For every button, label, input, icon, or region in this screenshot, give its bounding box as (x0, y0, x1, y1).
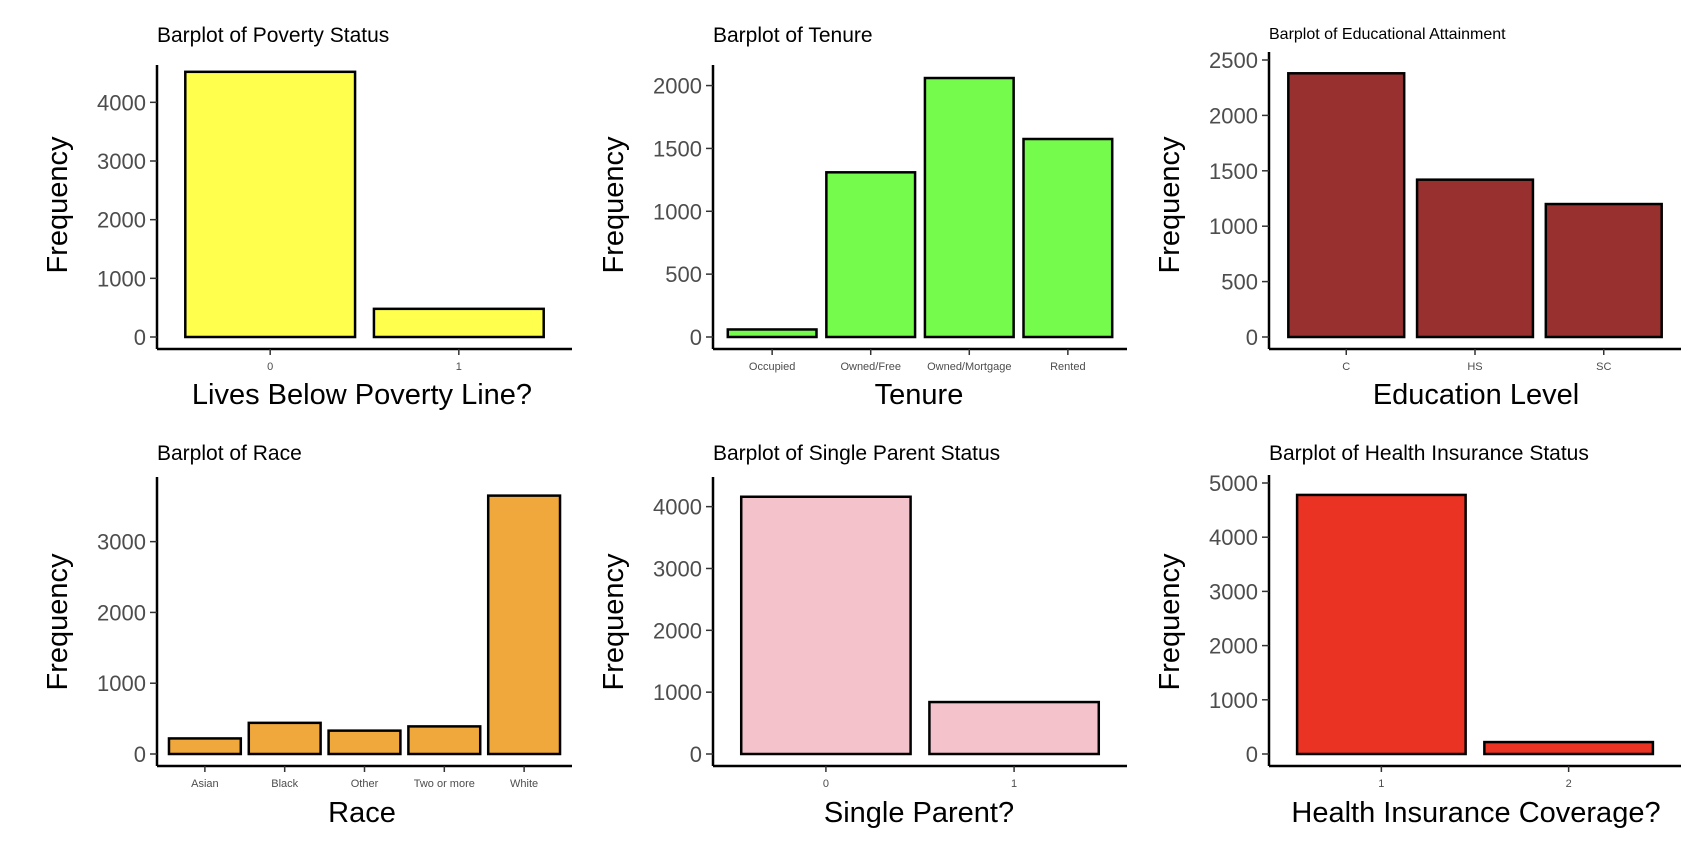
bar (1295, 493, 1467, 756)
chart-race: Barplot of Race 0 1000 2000 3000 Asian Black O… (42, 442, 572, 829)
y-tick-label: 1500 (653, 136, 702, 161)
bar (184, 70, 357, 339)
chart-educational-attainment: Barplot of Educational Attainment 0 500 10… (1154, 26, 1681, 411)
x-axis-label: Tenure (875, 379, 964, 411)
plot-area: 0 500 1000 1500 2000 2500 C HS SC (1209, 48, 1681, 373)
chart-poverty-status: Barplot of Poverty Status 0 1000 2000 3000 4… (42, 24, 572, 411)
x-tick-label: Owned/Mortgage (927, 361, 1011, 373)
plot-area: 0 1000 2000 3000 Asian Black Other Two or more W… (97, 477, 572, 790)
y-tick-label: 0 (1246, 325, 1258, 350)
y-tick-label: 4000 (653, 495, 702, 520)
y-tick-label: 2000 (653, 74, 702, 99)
plot-area: 0 1000 2000 3000 4000 5000 1 2 (1209, 471, 1681, 790)
y-tick-label: 0 (690, 742, 702, 767)
y-tick-label: 1000 (97, 266, 146, 291)
y-tick-label: 2500 (1209, 48, 1258, 73)
x-tick-label: SC (1596, 361, 1611, 373)
y-tick-label: 0 (690, 325, 702, 350)
bar (327, 729, 402, 756)
y-tick-label: 1000 (653, 199, 702, 224)
chart-title: Barplot of Educational Attainment (1269, 26, 1506, 43)
x-tick-label: Occupied (749, 361, 795, 373)
bar (1544, 202, 1663, 339)
chart-title: Barplot of Poverty Status (157, 24, 389, 47)
x-tick-label: Owned/Free (840, 361, 901, 373)
x-tick-label: 0 (823, 778, 829, 790)
bar (407, 725, 482, 756)
y-tick-label: 1000 (97, 671, 146, 696)
y-tick-label: 2000 (97, 208, 146, 233)
y-tick-label: 3000 (97, 530, 146, 555)
x-axis-label: Lives Below Poverty Line? (192, 379, 532, 411)
x-tick-label: Asian (191, 778, 219, 790)
y-tick-label: 0 (134, 742, 146, 767)
bar (1483, 740, 1655, 756)
y-tick-label: 1000 (1209, 214, 1258, 239)
bar (923, 76, 1015, 339)
y-tick-label: 1000 (1209, 688, 1258, 713)
x-tick-label: 1 (1011, 778, 1017, 790)
y-tick-label: 1000 (653, 680, 702, 705)
chart-single-parent-status: Barplot of Single Parent Status 0 1000 200… (598, 442, 1127, 829)
x-tick-label: C (1342, 361, 1350, 373)
bar (486, 494, 562, 756)
y-tick-label: 4000 (97, 90, 146, 115)
chart-title: Barplot of Tenure (713, 24, 873, 47)
y-tick-label: 500 (1221, 270, 1258, 295)
x-axis-label: Race (328, 797, 396, 829)
y-axis-label: Frequency (42, 553, 74, 691)
y-tick-label: 0 (1246, 742, 1258, 767)
bar (825, 171, 917, 339)
x-tick-label: Black (271, 778, 298, 790)
bar (167, 737, 243, 756)
x-tick-label: 0 (267, 361, 273, 373)
bar (1022, 137, 1114, 339)
x-tick-label: 1 (1378, 778, 1384, 790)
y-tick-label: 500 (665, 262, 702, 287)
y-axis-label: Frequency (1154, 553, 1186, 691)
y-tick-label: 5000 (1209, 471, 1258, 496)
plot-area: 0 500 1000 1500 2000 Occupied Owned/Free Owned/… (653, 65, 1127, 373)
chart-health-insurance-status: Barplot of Health Insurance Status 0 1000… (1154, 442, 1681, 829)
x-tick-label: HS (1467, 361, 1482, 373)
y-tick-label: 4000 (1209, 525, 1258, 550)
bar (726, 328, 818, 339)
y-tick-label: 3000 (97, 149, 146, 174)
plot-area: 0 1000 2000 3000 4000 0 1 (97, 65, 572, 373)
y-axis-label: Frequency (42, 136, 74, 274)
bar (1415, 178, 1535, 339)
bar (928, 700, 1101, 756)
x-tick-label: Other (351, 778, 379, 790)
x-tick-label: Two or more (414, 778, 475, 790)
x-tick-label: 2 (1566, 778, 1572, 790)
x-axis-label: Health Insurance Coverage? (1291, 797, 1660, 829)
y-tick-label: 0 (134, 325, 146, 350)
x-tick-label: 1 (456, 361, 462, 373)
x-axis-label: Education Level (1373, 379, 1579, 411)
x-tick-label: Rented (1050, 361, 1085, 373)
y-axis-label: Frequency (598, 553, 630, 691)
chart-title: Barplot of Health Insurance Status (1269, 442, 1589, 465)
y-axis-label: Frequency (598, 136, 630, 274)
chart-title: Barplot of Race (157, 442, 302, 465)
y-tick-label: 3000 (653, 556, 702, 581)
x-axis-label: Single Parent? (824, 797, 1014, 829)
y-tick-label: 3000 (1209, 579, 1258, 604)
y-tick-label: 2000 (653, 618, 702, 643)
chart-title: Barplot of Single Parent Status (713, 442, 1000, 465)
y-tick-label: 2000 (1209, 103, 1258, 128)
bar (372, 307, 545, 339)
y-axis-label: Frequency (1154, 136, 1186, 274)
bar (247, 721, 322, 756)
y-tick-label: 2000 (1209, 634, 1258, 659)
bar (1287, 72, 1406, 339)
x-tick-label: White (510, 778, 538, 790)
y-tick-label: 1500 (1209, 159, 1258, 184)
bar (739, 495, 912, 756)
chart-tenure: Barplot of Tenure 0 500 1000 1500 2000 Occupi… (598, 24, 1127, 411)
y-tick-label: 2000 (97, 600, 146, 625)
plot-area: 0 1000 2000 3000 4000 0 1 (653, 477, 1127, 790)
